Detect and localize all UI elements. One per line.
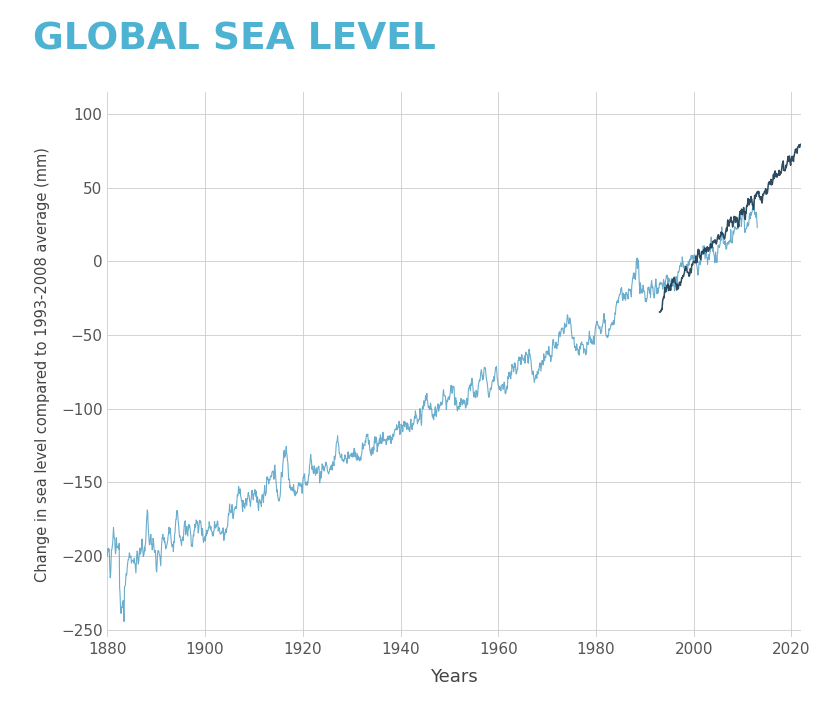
Y-axis label: Change in sea level compared to 1993-2008 average (mm): Change in sea level compared to 1993-200… [35,147,50,582]
Text: GLOBAL SEA LEVEL: GLOBAL SEA LEVEL [33,21,436,57]
X-axis label: Years: Years [430,668,478,686]
